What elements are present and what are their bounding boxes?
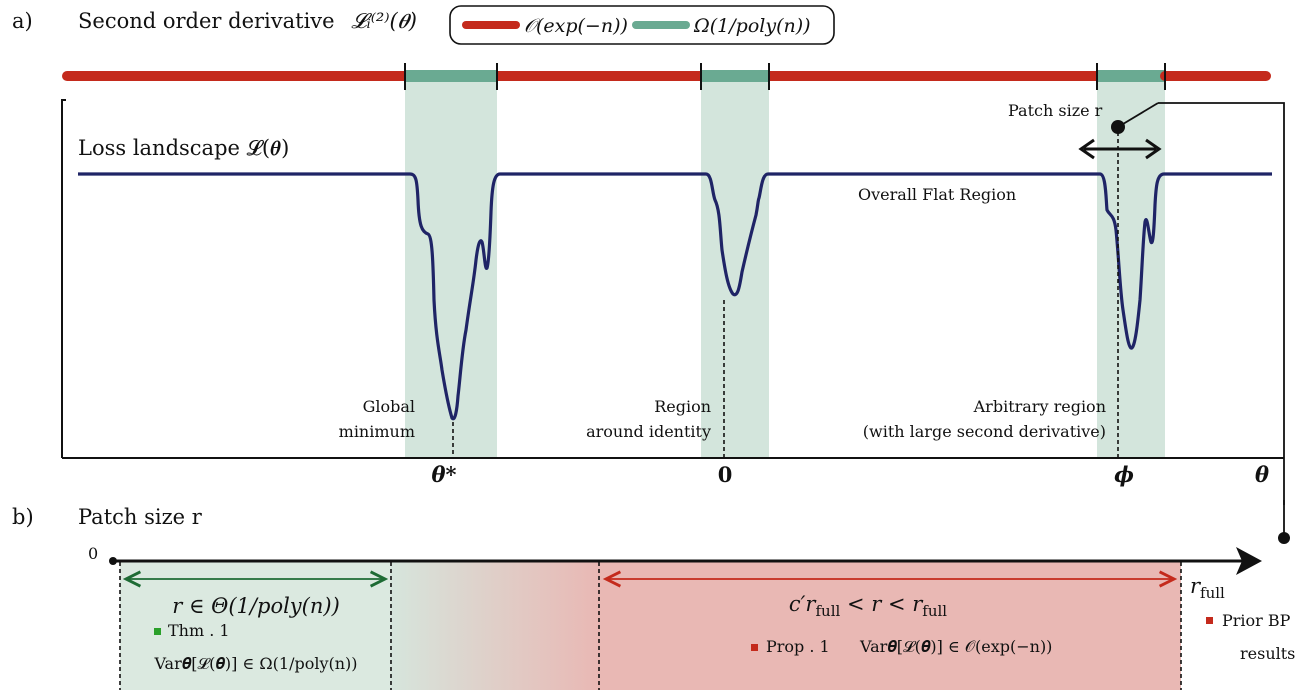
identity-region-line1: Region	[654, 397, 711, 416]
red-range-c: c′r	[789, 592, 818, 616]
loss-landscape-curve	[78, 172, 1272, 421]
axis-arrowhead	[1236, 547, 1262, 575]
panel-a: a) Second order derivative 𝓛ᵢ⁽²⁾(𝜽) 𝒪(ex…	[12, 5, 1290, 544]
patch-size-connector	[1158, 102, 1285, 505]
panel-a-letter: a)	[12, 9, 33, 33]
panel-a-title: Second order derivative 𝓛ᵢ⁽²⁾(𝜽)	[78, 9, 417, 33]
regime-boundaries	[119, 562, 1182, 690]
flat-region-label: Overall Flat Region	[858, 185, 1016, 204]
identity-region-line2: around identity	[586, 422, 711, 441]
thm-label: Thm . 1	[168, 621, 230, 640]
patch-size-arrowhead-left	[1078, 138, 1095, 160]
prop-label: Prop . 1	[766, 637, 830, 656]
red-variance-label: Var𝜽[𝓛(𝜽)] ∈ 𝒪(exp(−n))	[859, 637, 1052, 656]
strip-boundary-ticks	[404, 63, 1166, 90]
thm-bullet	[154, 628, 161, 635]
patch-size-arrowhead-right	[1145, 138, 1162, 160]
axis-zero-label: 0	[88, 544, 98, 563]
prior-line1: Prior BP	[1222, 611, 1291, 630]
green-variance-label: Var𝜽[𝓛(𝜽)] ∈ Ω(1/poly(n))	[153, 654, 357, 673]
patch-size-marker: Patch size r	[1008, 101, 1290, 544]
legend-green-label: Ω(1/poly(n))	[693, 15, 811, 37]
transition-gradient	[391, 562, 599, 690]
landscape-axes	[61, 99, 1284, 459]
tick-zero: 𝟎	[718, 462, 733, 487]
arbitrary-region-line1: Arbitrary region	[973, 397, 1106, 416]
patch-size-axis	[109, 547, 1262, 575]
landscape-label: Loss landscape 𝓛(𝜽)	[78, 136, 289, 160]
panel-b: b) Patch size r 0 rfull r ∈ Θ(1/poly(n))…	[12, 505, 1295, 690]
region-drop-lines	[452, 132, 1119, 458]
red-range-mid: < r < r	[840, 592, 924, 616]
r-full-main: r	[1190, 574, 1202, 598]
panel-a-title-math: 𝓛ᵢ⁽²⁾(𝜽)	[351, 9, 417, 33]
r-full-label: rfull	[1190, 574, 1225, 602]
second-derivative-strip	[62, 63, 1271, 90]
prior-line2: results	[1240, 644, 1295, 663]
panel-b-letter: b)	[12, 505, 34, 529]
tick-phi: ϕ	[1114, 462, 1134, 487]
prop-bullet	[751, 644, 758, 651]
panel-b-title: Patch size r	[78, 505, 203, 529]
red-range-sub2: full	[922, 602, 947, 620]
patch-size-label: Patch size r	[1008, 101, 1103, 120]
band-arbitrary	[1097, 80, 1165, 458]
red-range-label: c′rfull < r < rfull	[789, 592, 947, 620]
prior-bullet	[1206, 617, 1213, 624]
arbitrary-region-line2: (with large second derivative)	[863, 422, 1106, 441]
red-range-sub1: full	[815, 602, 840, 620]
legend-red-label: 𝒪(exp(−n))	[524, 15, 628, 37]
green-range-label: r ∈ Θ(1/poly(n))	[172, 594, 340, 618]
patch-size-leader	[1117, 102, 1159, 128]
tick-theta-star: 𝜽*	[432, 462, 457, 487]
global-minimum-line2: minimum	[339, 422, 415, 441]
r-full-sub: full	[1200, 584, 1225, 602]
band-global-minimum	[405, 80, 497, 458]
band-identity	[701, 80, 769, 458]
derivative-legend: 𝒪(exp(−n)) Ω(1/poly(n))	[449, 5, 835, 45]
red-regime-box	[599, 562, 1181, 690]
tick-theta: 𝜽	[1255, 462, 1269, 487]
panel-a-title-text: Second order derivative	[78, 9, 335, 33]
global-minimum-line1: Global	[363, 397, 415, 416]
